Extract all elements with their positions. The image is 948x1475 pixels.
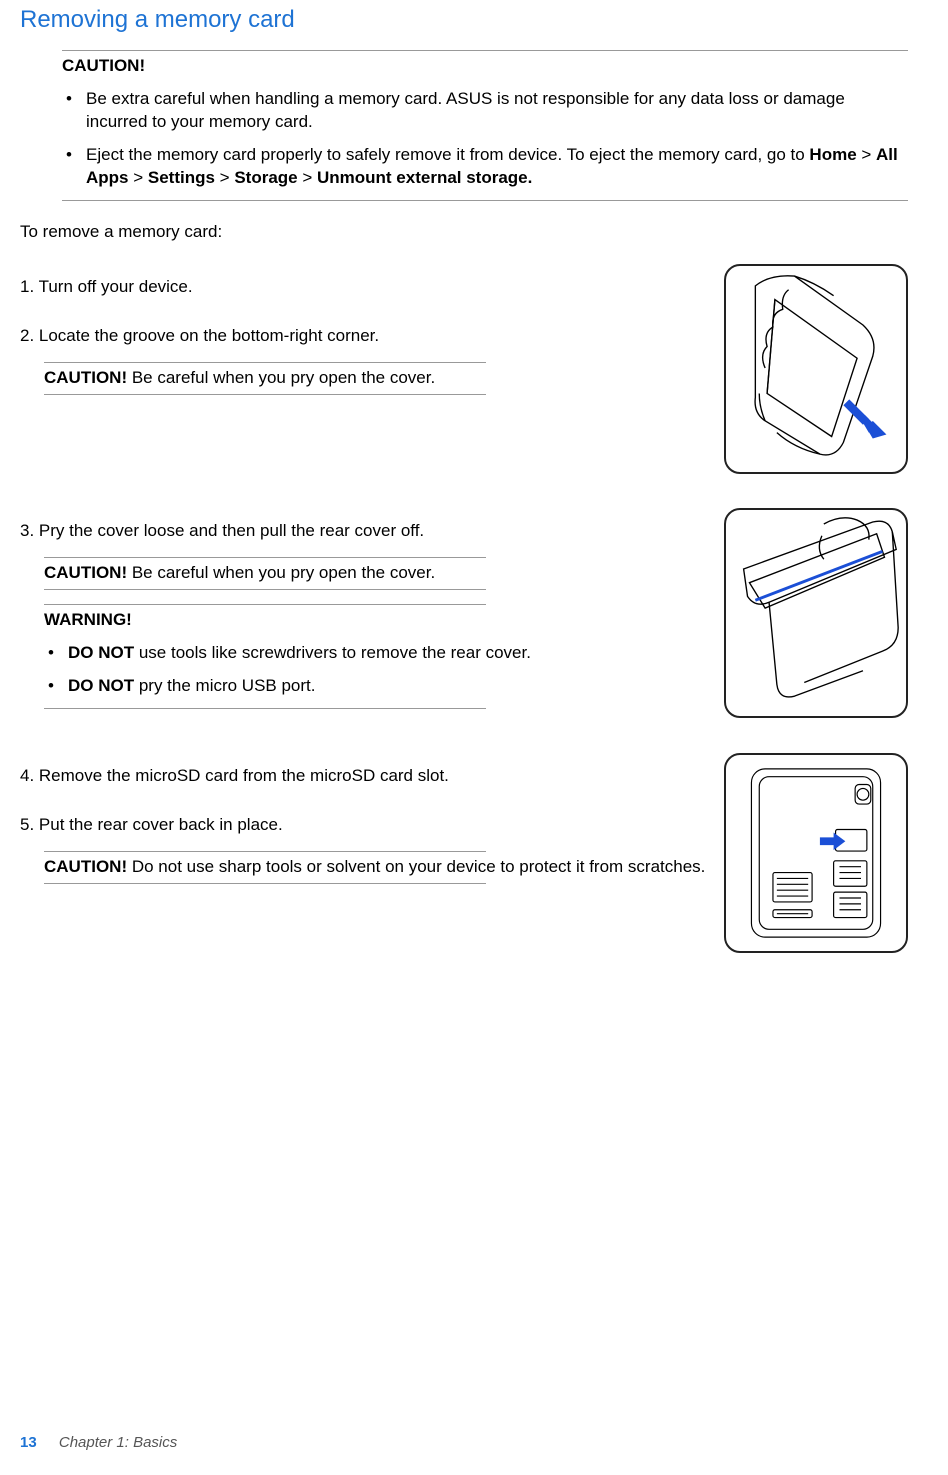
divider — [44, 362, 486, 363]
caution-block-top: CAUTION! Be extra careful when handling … — [62, 50, 908, 201]
caution-bullet-text: Eject the memory card properly to safely… — [86, 145, 809, 164]
warning-bullet: DO NOT pry the micro USB port. — [44, 675, 706, 698]
caution-label: CAUTION! — [44, 563, 127, 582]
divider — [44, 708, 486, 709]
step2-caution: CAUTION! Be careful when you pry open th… — [44, 362, 706, 395]
step-5: 5. Put the rear cover back in place. — [20, 814, 706, 837]
warning-bullet: DO NOT use tools like screwdrivers to re… — [44, 642, 706, 665]
page-footer: 13 Chapter 1: Basics — [20, 1433, 177, 1453]
divider — [44, 394, 486, 395]
step3-warning: WARNING! DO NOT use tools like screwdriv… — [44, 604, 706, 709]
page-title: Removing a memory card — [20, 4, 908, 36]
caution-bullet: Be extra careful when handling a memory … — [62, 88, 908, 134]
caution-text: Be careful when you pry open the cover. — [127, 563, 435, 582]
step-2: 2. Locate the groove on the bottom-right… — [20, 325, 706, 348]
step-group-3: 3. Pry the cover loose and then pull the… — [20, 508, 908, 723]
pry-edge — [755, 551, 882, 600]
warning-bullets: DO NOT use tools like screwdrivers to re… — [44, 642, 706, 698]
caution-label: CAUTION! — [44, 368, 127, 387]
caution-bullet-text: Be extra careful when handling a memory … — [86, 89, 845, 131]
caution-heading: CAUTION! — [62, 55, 908, 78]
divider — [44, 883, 486, 884]
step5-caution: CAUTION! Do not use sharp tools or solve… — [44, 851, 706, 884]
step-3: 3. Pry the cover loose and then pull the… — [20, 520, 706, 543]
figure-pry-cover — [724, 508, 908, 718]
arrow-icon — [820, 832, 845, 850]
step-group-1-2: 1. Turn off your device. 2. Locate the g… — [20, 264, 908, 474]
figure-remove-sd — [724, 753, 908, 953]
warning-label: WARNING! — [44, 609, 706, 632]
divider — [62, 200, 908, 201]
divider — [44, 604, 486, 605]
divider — [44, 851, 486, 852]
page-number: 13 — [20, 1434, 37, 1451]
divider — [44, 589, 486, 590]
caution-text: Be careful when you pry open the cover. — [127, 368, 435, 387]
step-1: 1. Turn off your device. — [20, 276, 706, 299]
caution-bullet: Eject the memory card properly to safely… — [62, 144, 908, 190]
caution-label: CAUTION! — [44, 857, 127, 876]
step-group-4-5: 4. Remove the microSD card from the micr… — [20, 753, 908, 953]
arrow-icon — [843, 399, 886, 438]
caution-bullets: Be extra careful when handling a memory … — [62, 88, 908, 190]
figure-locate-groove — [724, 264, 908, 474]
intro-text: To remove a memory card: — [20, 221, 908, 244]
step-4: 4. Remove the microSD card from the micr… — [20, 765, 706, 788]
chapter-label: Chapter 1: Basics — [59, 1434, 177, 1451]
caution-text: Do not use sharp tools or solvent on you… — [127, 857, 705, 876]
divider — [44, 557, 486, 558]
divider — [62, 50, 908, 51]
step3-caution: CAUTION! Be careful when you pry open th… — [44, 557, 706, 590]
